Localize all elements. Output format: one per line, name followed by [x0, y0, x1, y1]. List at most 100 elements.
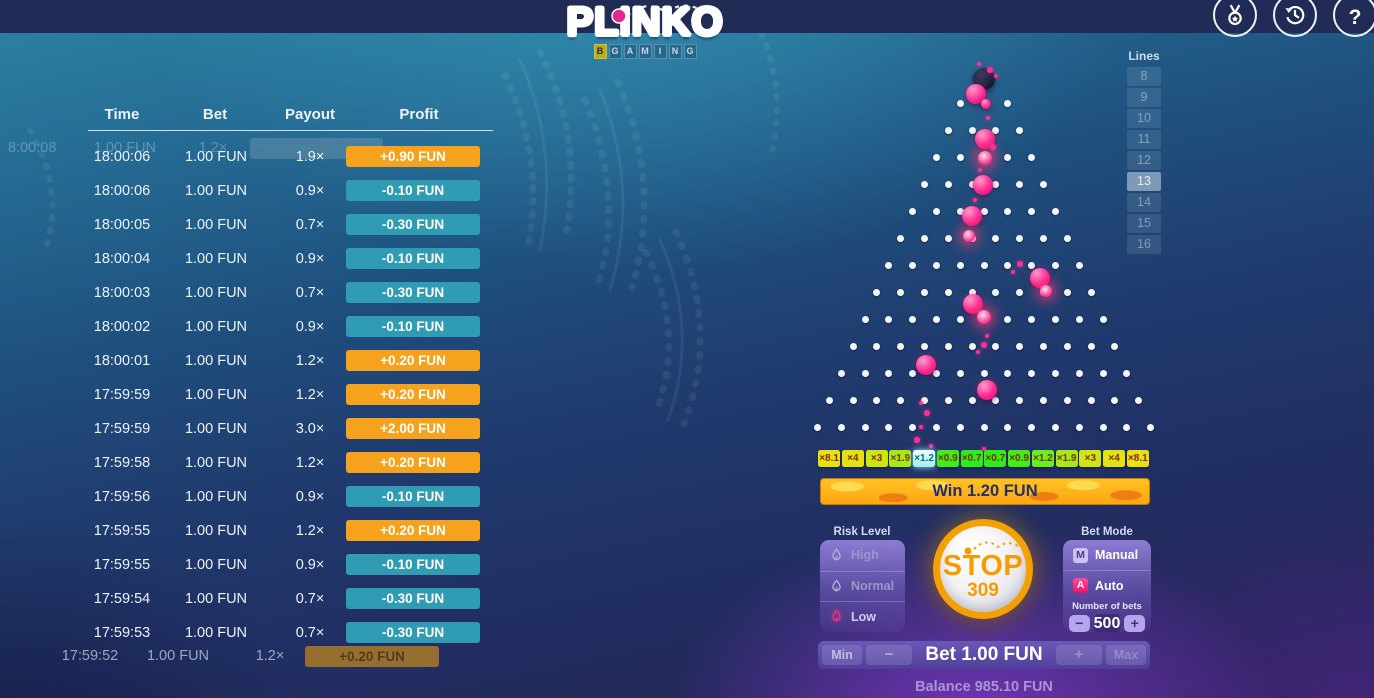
peg — [980, 207, 988, 215]
column-header-time: Time — [104, 106, 140, 123]
stop-button[interactable]: STOP 309 — [933, 519, 1033, 619]
profit-pill: -0.30 FUN — [346, 214, 480, 235]
peg — [1099, 315, 1107, 323]
table-row: 17:59:53 1.00 FUN 0.7× -0.30 FUN — [0, 619, 500, 653]
peg — [1075, 315, 1083, 323]
peg — [921, 288, 928, 296]
row-payout: 1.2× — [198, 140, 228, 156]
lines-option-9[interactable]: 9 — [1127, 88, 1161, 107]
multiplier-slot: ×8.1 — [1126, 450, 1149, 467]
lines-option-14[interactable]: 14 — [1127, 193, 1161, 212]
row-time: 18:00:02 — [93, 319, 151, 335]
row-time: 17:59:59 — [93, 387, 151, 403]
multiplier-slot: ×1.2 — [913, 450, 936, 467]
peg — [1111, 342, 1119, 350]
risk-option-low[interactable]: Low — [820, 601, 905, 632]
lines-option-8[interactable]: 8 — [1127, 67, 1161, 86]
column-header-payout: Payout — [284, 106, 335, 123]
logo-subtitle-letter: I — [653, 44, 667, 59]
ball-particle — [914, 437, 920, 443]
bet-decrease-button[interactable]: − — [866, 645, 912, 665]
plinko-ball — [1030, 268, 1050, 288]
outgoing-table-row: 17:59:52 1.00 FUN 1.2× +0.20 FUN — [0, 645, 500, 667]
bet-increase-button[interactable]: + — [1056, 645, 1102, 665]
bet-mode-auto[interactable]: A Auto — [1063, 570, 1151, 600]
help-icon[interactable]: ? — [1333, 0, 1374, 37]
risk-option-high[interactable]: High — [820, 540, 905, 571]
lines-option-13[interactable]: 13 — [1127, 172, 1161, 191]
multiplier-slot: ×1.2 — [1031, 450, 1054, 467]
lines-option-16[interactable]: 16 — [1127, 235, 1161, 254]
row-bet: 1.00 FUN — [184, 387, 248, 403]
flame-icon — [829, 548, 844, 563]
bet-max-button[interactable]: Max — [1106, 645, 1146, 665]
row-payout: 0.7× — [295, 591, 325, 607]
award-icon[interactable] — [1213, 0, 1257, 37]
logo-subtitle-letter: M — [638, 44, 652, 59]
peg — [932, 153, 940, 161]
history-icon[interactable] — [1273, 0, 1317, 37]
plinko-ball — [916, 355, 936, 375]
peg — [1016, 234, 1024, 242]
ball-particle — [982, 447, 986, 451]
row-time: 18:00:05 — [93, 217, 151, 233]
peg — [1099, 423, 1107, 431]
peg — [1004, 207, 1012, 215]
lines-option-12[interactable]: 12 — [1127, 151, 1161, 170]
peg — [1063, 342, 1071, 350]
row-payout: 0.7× — [295, 625, 325, 641]
bets-increase-button[interactable]: + — [1124, 615, 1145, 632]
ball-particle — [985, 334, 989, 338]
lines-option-11[interactable]: 11 — [1127, 130, 1161, 149]
help-icon-glyph: ? — [1348, 6, 1362, 29]
row-bet: 1.00 FUN — [184, 251, 248, 267]
risk-level-panel: High Normal Low — [820, 540, 905, 632]
peg — [968, 396, 976, 404]
peg — [968, 288, 976, 296]
table-row: 17:59:55 1.00 FUN 1.2× +0.20 FUN — [0, 517, 500, 551]
peg — [1040, 342, 1047, 350]
row-payout: 1.2× — [295, 387, 325, 403]
bet-mode-manual[interactable]: M Manual — [1063, 540, 1151, 570]
peg — [968, 342, 976, 350]
peg — [897, 342, 905, 350]
peg — [1135, 396, 1143, 404]
ball-particle — [987, 67, 993, 73]
table-row: 17:59:59 1.00 FUN 1.2× +0.20 FUN — [0, 381, 500, 415]
risk-option-normal[interactable]: Normal — [820, 570, 905, 602]
profit-pill: +0.20 FUN — [346, 520, 480, 541]
peg — [1004, 153, 1012, 161]
header-divider — [88, 130, 493, 131]
lines-option-15[interactable]: 15 — [1127, 214, 1161, 233]
peg — [992, 342, 1000, 350]
bet-min-button[interactable]: Min — [822, 645, 862, 665]
bet-amount-label: Bet 1.00 FUN — [925, 644, 1043, 665]
peg — [1063, 234, 1071, 242]
peg — [944, 396, 952, 404]
peg — [837, 423, 845, 431]
bets-decrease-button[interactable]: − — [1069, 615, 1090, 632]
peg — [968, 126, 976, 134]
lines-label: Lines — [1128, 49, 1160, 63]
table-row: 18:00:01 1.00 FUN 1.2× +0.20 FUN — [0, 347, 500, 381]
peg — [992, 288, 1000, 296]
peg — [861, 423, 869, 431]
multiplier-slot: ×8.1 — [818, 450, 841, 467]
peg — [1016, 396, 1024, 404]
row-bet: 1.00 FUN — [146, 648, 210, 664]
peg — [909, 423, 917, 431]
row-time: 17:59:53 — [93, 625, 151, 641]
multiplier-slot: ×0.9 — [1008, 450, 1031, 467]
manual-badge-icon: M — [1073, 547, 1088, 563]
lines-option-10[interactable]: 10 — [1127, 109, 1161, 128]
peg — [968, 180, 976, 188]
multiplier-row: ×8.1 ×4 ×3 ×1.9 ×1.2 ×0.9 ×0.7 ×0.7 ×0.9 ×1.2 ×1.9… — [818, 450, 1151, 468]
profit-pill: -0.10 FUN — [346, 248, 480, 269]
row-time: 17:59:52 — [61, 648, 119, 664]
peg — [980, 423, 988, 431]
peg — [1040, 396, 1047, 404]
row-bet: 1.00 FUN — [184, 489, 248, 505]
table-row: 17:59:55 1.00 FUN 0.9× -0.10 FUN — [0, 551, 500, 585]
peg — [980, 369, 988, 377]
peg — [932, 207, 940, 215]
